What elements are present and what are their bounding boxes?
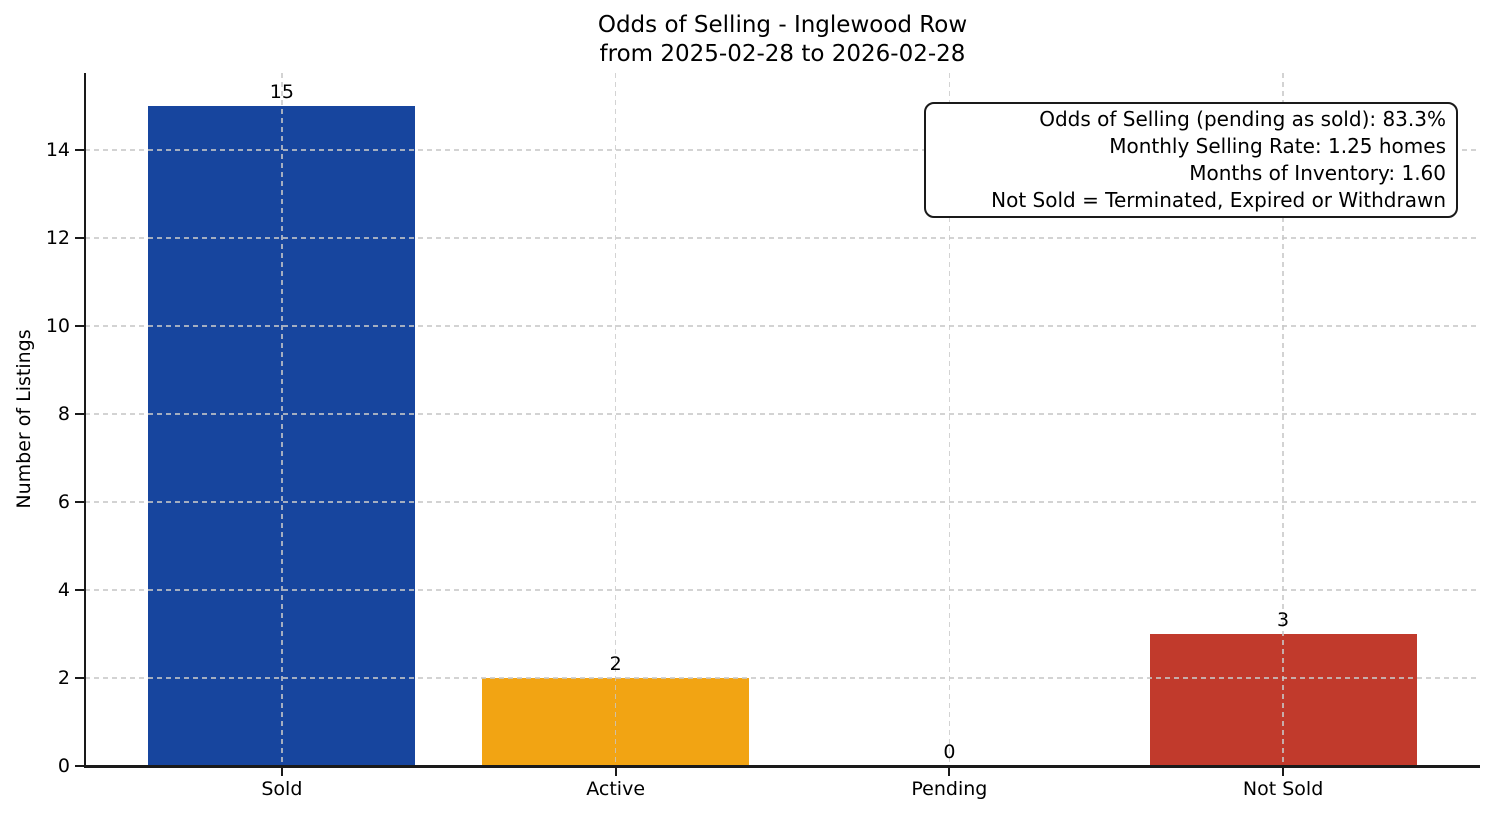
y-tick-label-6: 6: [57, 491, 70, 513]
gridline-v-active: [614, 73, 617, 766]
chart-title-line-2: from 2025-02-28 to 2026-02-28: [599, 41, 966, 67]
y-tick-label-2: 2: [57, 667, 70, 689]
bar-value-label-active: 2: [609, 653, 622, 675]
gridline-h-10: [85, 325, 1480, 327]
gridline-h-14: [85, 149, 1480, 151]
y-tick-label-0: 0: [57, 755, 70, 777]
stats-annotation-box: Odds of Selling (pending as sold): 83.3%…: [924, 102, 1458, 218]
y-tick-label-4: 4: [57, 579, 70, 601]
y-tick-mark-2: [75, 677, 84, 679]
y-tick-mark-4: [75, 589, 84, 591]
gridline-v-sold: [281, 73, 283, 766]
annotation-line-monthly-selling-rate: Monthly Selling Rate: 1.25 homes: [1109, 134, 1446, 158]
y-tick-mark-6: [75, 501, 84, 503]
y-tick-mark-0: [75, 765, 84, 767]
gridline-h-4: [85, 589, 1480, 591]
x-axis-spine: [83, 765, 1480, 768]
bar-value-label-not-sold: 3: [1277, 609, 1290, 631]
y-tick-mark-12: [75, 237, 84, 239]
y-axis-spine: [83, 73, 86, 768]
x-tick-mark-sold: [280, 767, 283, 776]
bar-value-label-pending: 0: [943, 741, 956, 763]
x-tick-label-sold: Sold: [261, 778, 303, 800]
y-tick-label-12: 12: [45, 227, 70, 249]
y-tick-label-10: 10: [45, 315, 70, 337]
annotation-line-not-sold-definition: Not Sold = Terminated, Expired or Withdr…: [991, 188, 1446, 212]
gridline-h-12: [85, 237, 1480, 239]
gridline-h-2: [85, 677, 1480, 679]
x-tick-label-active: Active: [586, 778, 646, 800]
gridline-h-8: [85, 413, 1480, 415]
x-tick-label-pending: Pending: [911, 778, 988, 800]
chart-title: Odds of Selling - Inglewood Row from 202…: [85, 11, 1480, 69]
annotation-line-odds-of-selling: Odds of Selling (pending as sold): 83.3%: [1039, 107, 1446, 131]
gridline-h-6: [85, 501, 1480, 503]
x-tick-label-not-sold: Not Sold: [1242, 778, 1324, 800]
x-tick-mark-not-sold: [1282, 767, 1285, 776]
y-tick-label-14: 14: [45, 139, 70, 161]
y-tick-label-8: 8: [57, 403, 70, 425]
y-tick-mark-8: [75, 413, 84, 415]
chart-title-line-1: Odds of Selling - Inglewood Row: [597, 12, 968, 38]
annotation-line-months-of-inventory: Months of Inventory: 1.60: [1189, 161, 1446, 185]
y-tick-mark-10: [75, 325, 84, 327]
x-tick-mark-active: [614, 767, 617, 776]
x-tick-mark-pending: [948, 767, 951, 776]
gridline-v-not-sold: [1282, 73, 1284, 766]
bar-value-label-sold: 15: [269, 81, 294, 103]
gridline-v-pending: [948, 73, 951, 766]
y-tick-mark-14: [75, 149, 84, 151]
